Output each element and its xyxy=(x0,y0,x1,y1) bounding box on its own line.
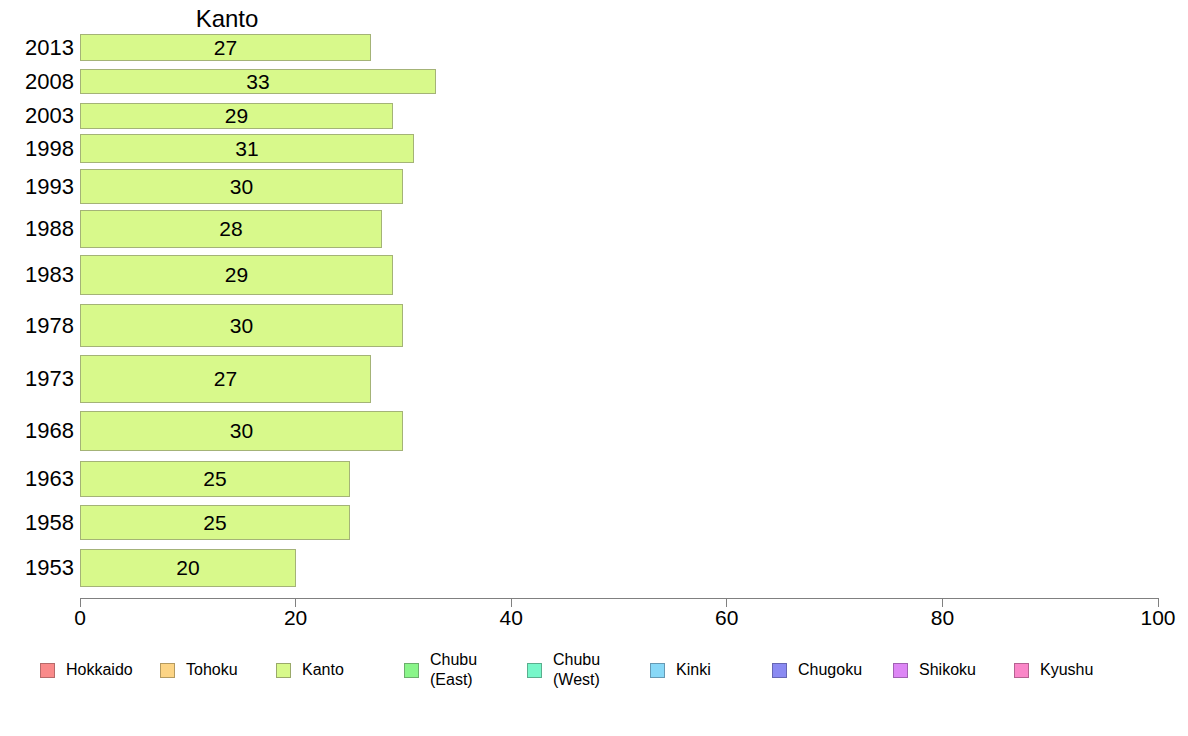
x-axis-tick-label: 80 xyxy=(907,606,977,630)
legend-swatch xyxy=(650,663,665,678)
y-axis-label: 1963 xyxy=(0,461,74,497)
x-axis-tick-label: 0 xyxy=(45,606,115,630)
legend-label: Kyushu xyxy=(1040,660,1093,680)
x-axis-tick-label: 20 xyxy=(261,606,331,630)
legend-label: Kinki xyxy=(676,660,711,680)
y-axis-label: 1973 xyxy=(0,355,74,403)
bar: 33 xyxy=(80,69,436,94)
legend-item: Chugoku xyxy=(772,646,862,694)
legend-item: Shikoku xyxy=(893,646,976,694)
bar: 29 xyxy=(80,103,393,129)
x-axis-line xyxy=(80,598,1158,599)
bar-value-label: 29 xyxy=(225,104,248,128)
legend-swatch xyxy=(404,663,419,678)
bar-value-label: 27 xyxy=(214,36,237,60)
bar: 30 xyxy=(80,169,403,204)
y-axis-label: 2013 xyxy=(0,34,74,61)
legend-swatch xyxy=(1014,663,1029,678)
bar-value-label: 28 xyxy=(219,217,242,241)
bar: 27 xyxy=(80,355,371,403)
bar: 30 xyxy=(80,304,403,347)
legend-swatch xyxy=(527,663,542,678)
chart-title: Kanto xyxy=(196,6,259,32)
legend-item: Chubu (East) xyxy=(404,646,477,694)
y-axis-label: 1958 xyxy=(0,505,74,540)
bar: 28 xyxy=(80,210,382,248)
bar: 31 xyxy=(80,134,414,163)
bar: 20 xyxy=(80,549,296,587)
x-axis-tick-label: 100 xyxy=(1123,606,1188,630)
bar-value-label: 20 xyxy=(176,556,199,580)
bar-value-label: 25 xyxy=(203,511,226,535)
bar: 25 xyxy=(80,461,350,497)
bar: 27 xyxy=(80,34,371,61)
legend-swatch xyxy=(772,663,787,678)
y-axis-label: 1988 xyxy=(0,210,74,248)
legend-label: Hokkaido xyxy=(66,660,133,680)
legend-label: Chubu (East) xyxy=(430,650,477,690)
legend-item: Tohoku xyxy=(160,646,238,694)
legend-swatch xyxy=(893,663,908,678)
y-axis-label: 1998 xyxy=(0,134,74,163)
legend-label: Chubu (West) xyxy=(553,650,600,690)
legend-item: Hokkaido xyxy=(40,646,133,694)
legend-item: Kyushu xyxy=(1014,646,1093,694)
bar: 25 xyxy=(80,505,350,540)
y-axis-label: 2003 xyxy=(0,103,74,129)
legend-item: Kinki xyxy=(650,646,711,694)
bar-value-label: 27 xyxy=(214,367,237,391)
legend-label: Shikoku xyxy=(919,660,976,680)
legend-swatch xyxy=(276,663,291,678)
y-axis-label: 1968 xyxy=(0,411,74,451)
legend-swatch xyxy=(40,663,55,678)
bar-value-label: 30 xyxy=(230,314,253,338)
bar: 30 xyxy=(80,411,403,451)
y-axis-label: 2008 xyxy=(0,69,74,94)
legend-label: Tohoku xyxy=(186,660,238,680)
legend-label: Chugoku xyxy=(798,660,862,680)
bar-value-label: 25 xyxy=(203,467,226,491)
y-axis-label: 1993 xyxy=(0,169,74,204)
legend-swatch xyxy=(160,663,175,678)
bar-value-label: 30 xyxy=(230,419,253,443)
y-axis-label: 1953 xyxy=(0,549,74,587)
x-axis-tick-label: 60 xyxy=(692,606,762,630)
y-axis-label: 1983 xyxy=(0,255,74,295)
bar-value-label: 31 xyxy=(235,137,258,161)
legend-label: Kanto xyxy=(302,660,344,680)
bar-value-label: 33 xyxy=(246,70,269,94)
x-axis-tick-label: 40 xyxy=(476,606,546,630)
legend-item: Kanto xyxy=(276,646,344,694)
legend: Hokkaido Tohoku Kanto Chubu (East) Chubu (We… xyxy=(0,646,1188,694)
y-axis-label: 1978 xyxy=(0,304,74,347)
legend-item: Chubu (West) xyxy=(527,646,600,694)
bar-value-label: 29 xyxy=(225,263,248,287)
bar-value-label: 30 xyxy=(230,175,253,199)
bar: 29 xyxy=(80,255,393,295)
bar-chart: Kanto 2013 27 2008 33 2003 29 1998 31 1993 30 1988… xyxy=(0,0,1188,736)
